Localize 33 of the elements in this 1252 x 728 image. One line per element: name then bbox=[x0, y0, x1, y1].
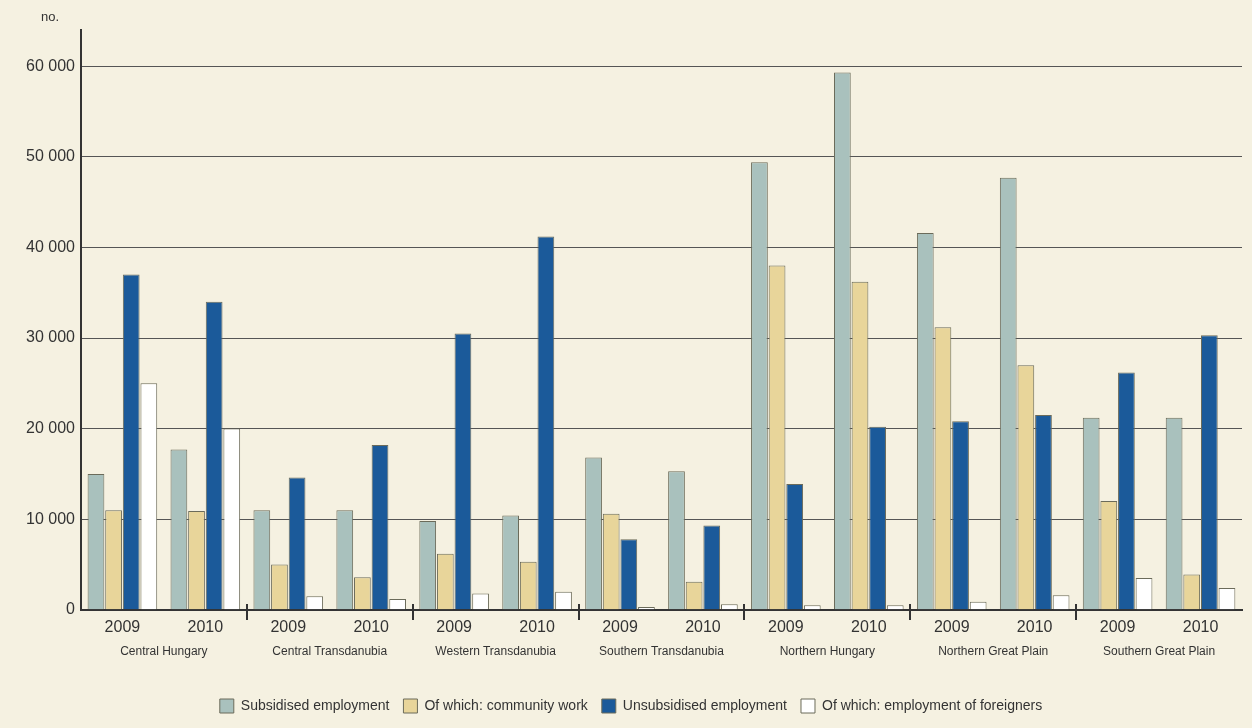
y-axis-title: no. bbox=[40, 9, 60, 25]
y-tick-label: 30 000 bbox=[26, 328, 76, 346]
text: Southern Transdanubia bbox=[599, 644, 725, 659]
y-tick-label: 40 000 bbox=[26, 237, 76, 255]
x-tick-label: 2010 bbox=[1182, 617, 1219, 635]
x-tick-label: 2009 bbox=[104, 617, 141, 635]
x-tick-label: 2009 bbox=[933, 617, 970, 635]
y-tick-label: 10 000 bbox=[26, 509, 76, 527]
text: Southern Great Plain bbox=[1103, 644, 1216, 659]
x-tick-label: 2009 bbox=[768, 617, 804, 635]
x-tick-label: 2009 bbox=[270, 617, 307, 635]
x-tick-label: 2010 bbox=[353, 617, 390, 635]
legend-label: Unsubsidised employment bbox=[622, 696, 788, 713]
text: Central Transdanubia bbox=[272, 644, 388, 659]
text: Northern Great Plain bbox=[938, 644, 1049, 659]
x-tick-label: 2009 bbox=[602, 617, 638, 635]
y-tick-label: 0 bbox=[66, 600, 76, 618]
x-tick-label: 2010 bbox=[851, 617, 887, 635]
legend-label: Subsidised employment bbox=[240, 696, 390, 713]
y-tick-label: 60 000 bbox=[26, 56, 76, 74]
text: Northern Hungary bbox=[779, 644, 876, 659]
text: Central Hungary bbox=[120, 644, 208, 659]
legend-label: Of which: employment of foreigners bbox=[822, 696, 1043, 713]
x-tick-label: 2010 bbox=[1016, 617, 1053, 635]
x-tick-label: 2009 bbox=[1099, 617, 1136, 635]
y-tick-label: 20 000 bbox=[26, 419, 76, 437]
y-tick-label: 50 000 bbox=[26, 147, 76, 165]
x-tick-label: 2010 bbox=[685, 617, 721, 635]
text: Western Transdanubia bbox=[435, 644, 557, 659]
x-tick-label: 2010 bbox=[519, 617, 555, 635]
x-tick-label: 2010 bbox=[187, 617, 224, 635]
legend-label: Of which: community work bbox=[424, 696, 589, 713]
x-tick-label: 2009 bbox=[436, 617, 473, 635]
